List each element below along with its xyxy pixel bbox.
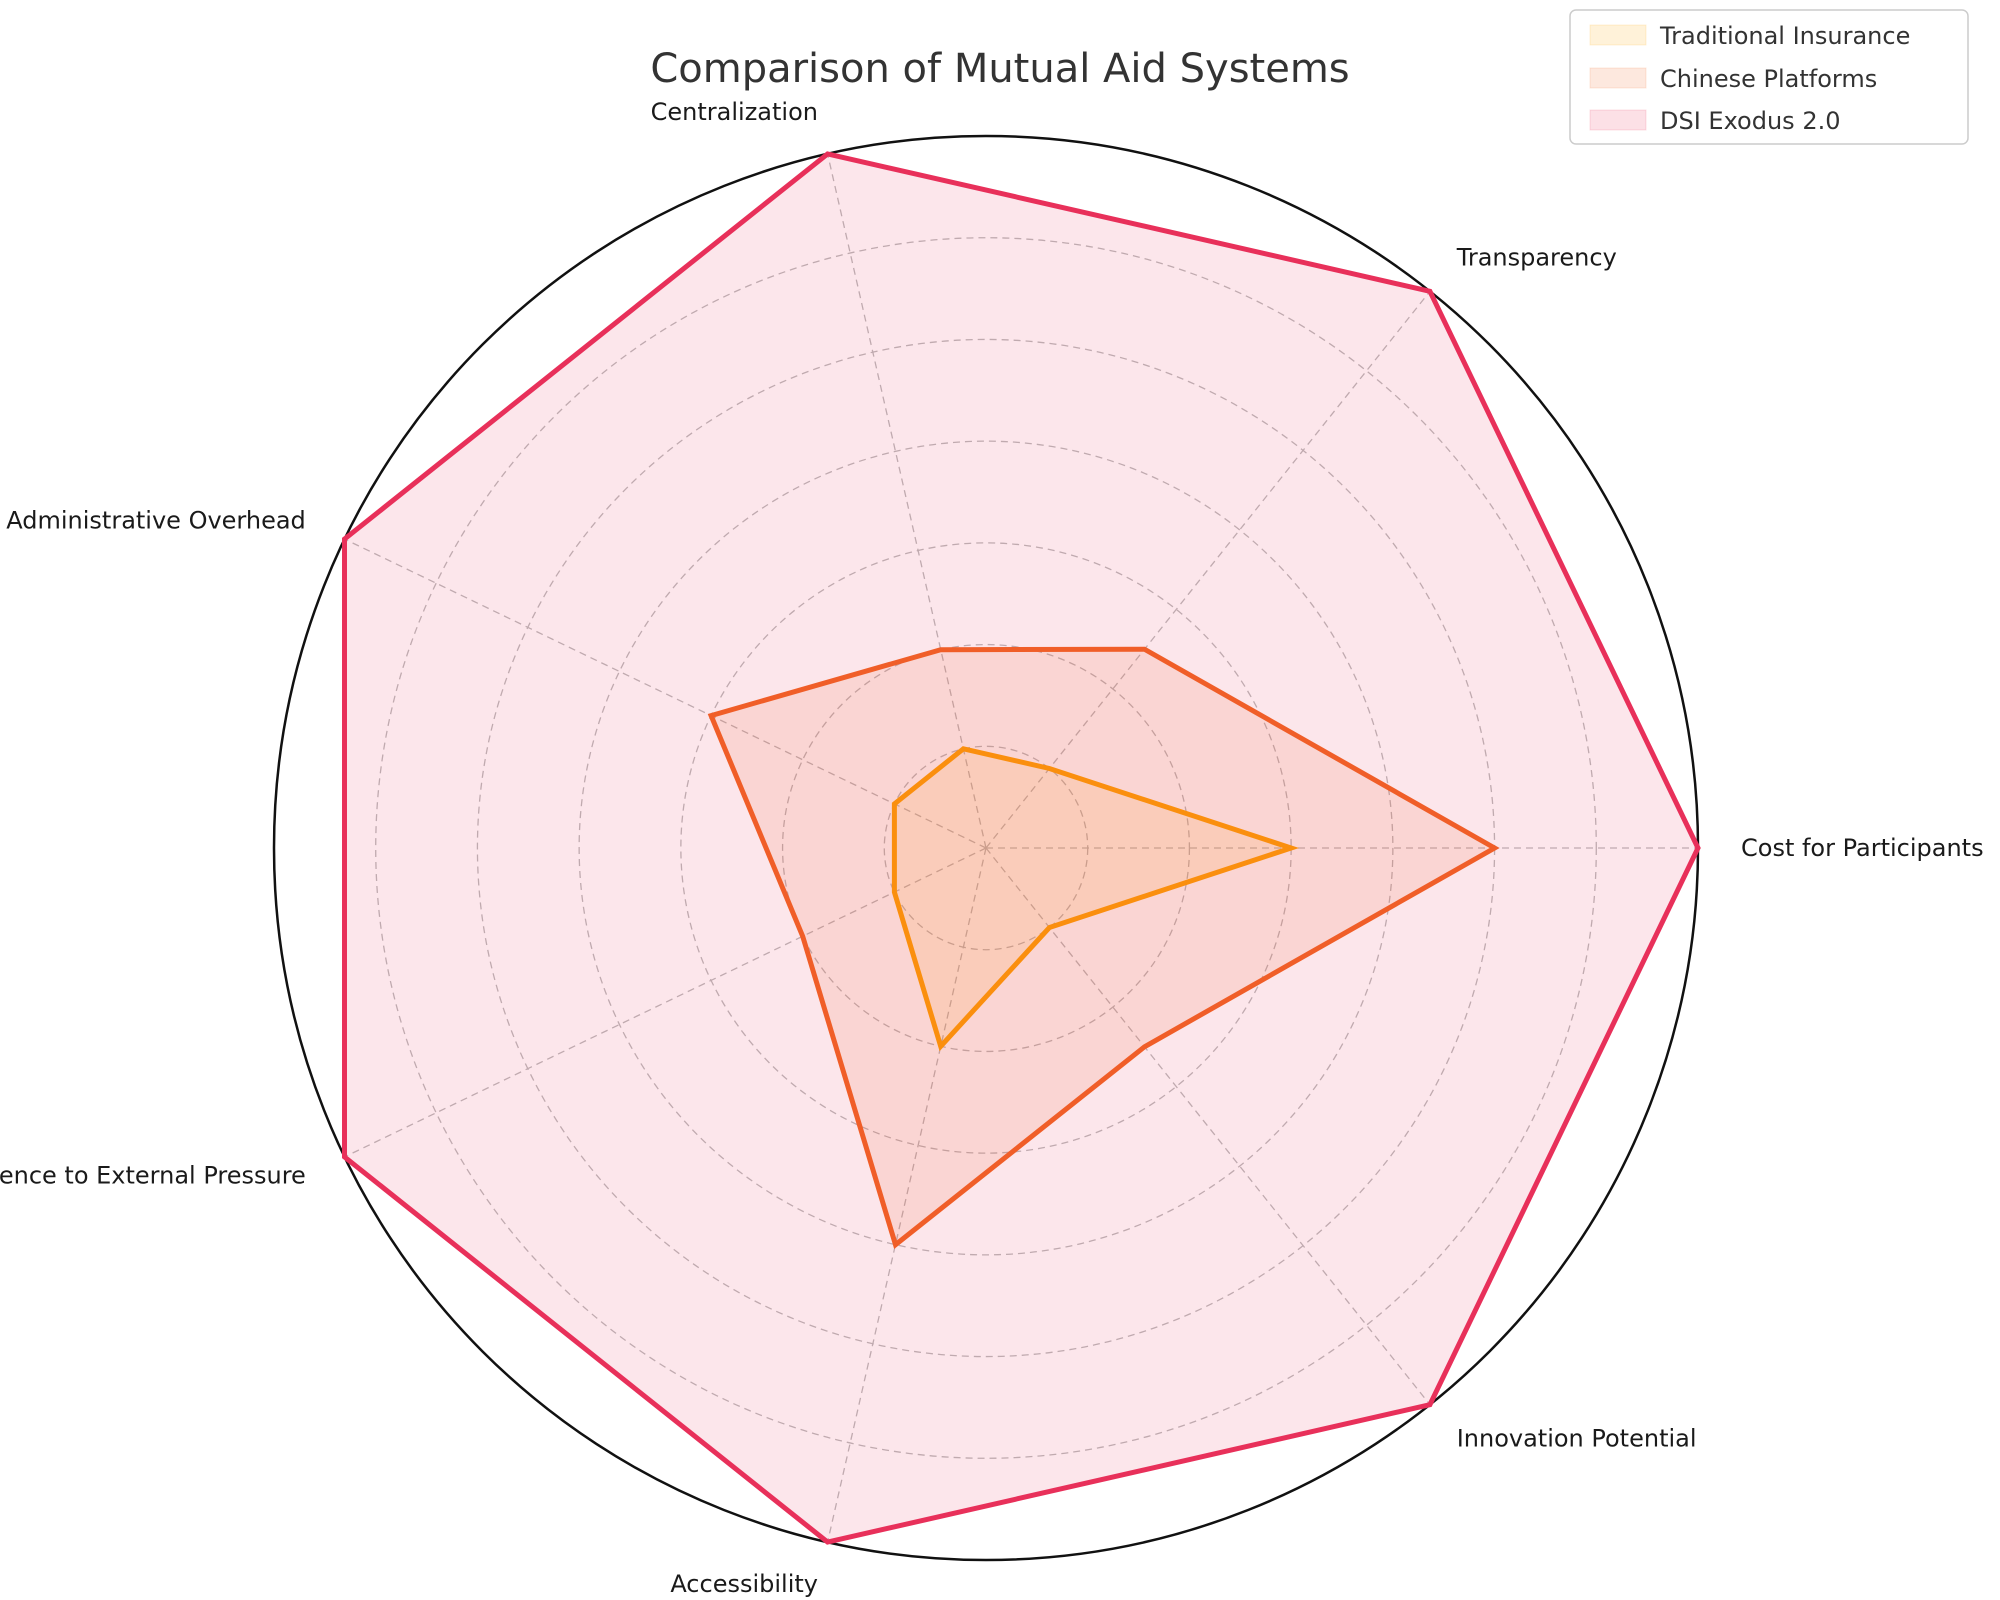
series-line-1 [891,746,1300,1052]
series-line-3 [342,151,1701,1545]
series-area-2 [711,649,1495,1245]
axis-label-4: Administrative Overhead [6,506,306,534]
axis-label-7: Innovation Potential [1457,1424,1697,1452]
legend-swatch-chinese-platforms [1589,67,1647,89]
chart-title: Comparison of Mutual Aid Systems [650,46,1349,92]
grid-spoke-4 [344,538,987,849]
legend: Traditional Insurance Chinese Platforms … [1569,9,1969,145]
legend-swatch-traditional-insurance [1589,24,1647,46]
legend-frame [1569,9,1969,145]
series-line-2 [707,646,1500,1249]
series-area-3 [344,153,1698,1543]
grid-spoke-3 [826,153,987,849]
series-area-1 [894,748,1292,1047]
grid-ring-2 [781,643,1191,1053]
axis-label-3: Centralization [651,98,818,126]
grid-ring-6 [375,237,1597,1459]
radar-series [342,151,1701,1545]
axis-label-1: Cost for Participants [1741,834,1984,862]
axis-labels: Cost for Participants Transparency Central… [0,98,1984,1598]
grid-spoke-6 [826,847,987,1543]
legend-label-chinese-platforms: Chinese Platforms [1660,65,1877,93]
axis-label-5: Resilience to External Pressure [0,1162,306,1190]
grid-spoke-2 [985,290,1431,849]
grid-spoke-7 [985,847,1431,1406]
legend-label-dsi-exodus: DSI Exodus 2.0 [1660,107,1840,135]
axis-label-6: Accessibility [670,1570,818,1598]
grid-ring-4 [578,440,1394,1256]
legend-swatch-dsi-exodus [1589,109,1647,131]
grid-spoke-5 [344,847,987,1158]
axis-label-2: Transparency [1456,244,1617,272]
legend-label-traditional-insurance: Traditional Insurance [1659,22,1910,50]
